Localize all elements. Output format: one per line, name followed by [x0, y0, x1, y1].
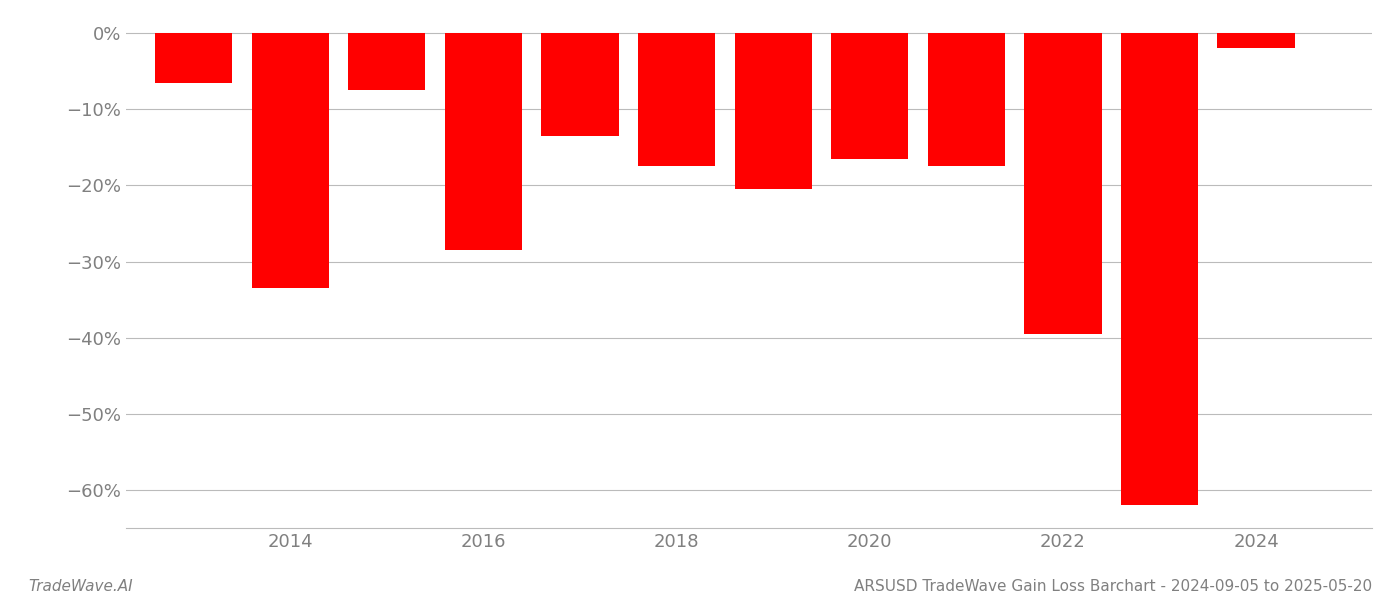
Bar: [735, 33, 812, 189]
Bar: [638, 33, 715, 166]
Text: TradeWave.AI: TradeWave.AI: [28, 579, 133, 594]
Bar: [928, 33, 1005, 166]
Bar: [542, 33, 619, 136]
Bar: [349, 33, 426, 91]
Bar: [252, 33, 329, 288]
Bar: [1218, 33, 1295, 49]
Bar: [832, 33, 909, 159]
Bar: [1025, 33, 1102, 334]
Bar: [1121, 33, 1198, 505]
Text: ARSUSD TradeWave Gain Loss Barchart - 2024-09-05 to 2025-05-20: ARSUSD TradeWave Gain Loss Barchart - 20…: [854, 579, 1372, 594]
Bar: [155, 33, 232, 83]
Bar: [445, 33, 522, 250]
